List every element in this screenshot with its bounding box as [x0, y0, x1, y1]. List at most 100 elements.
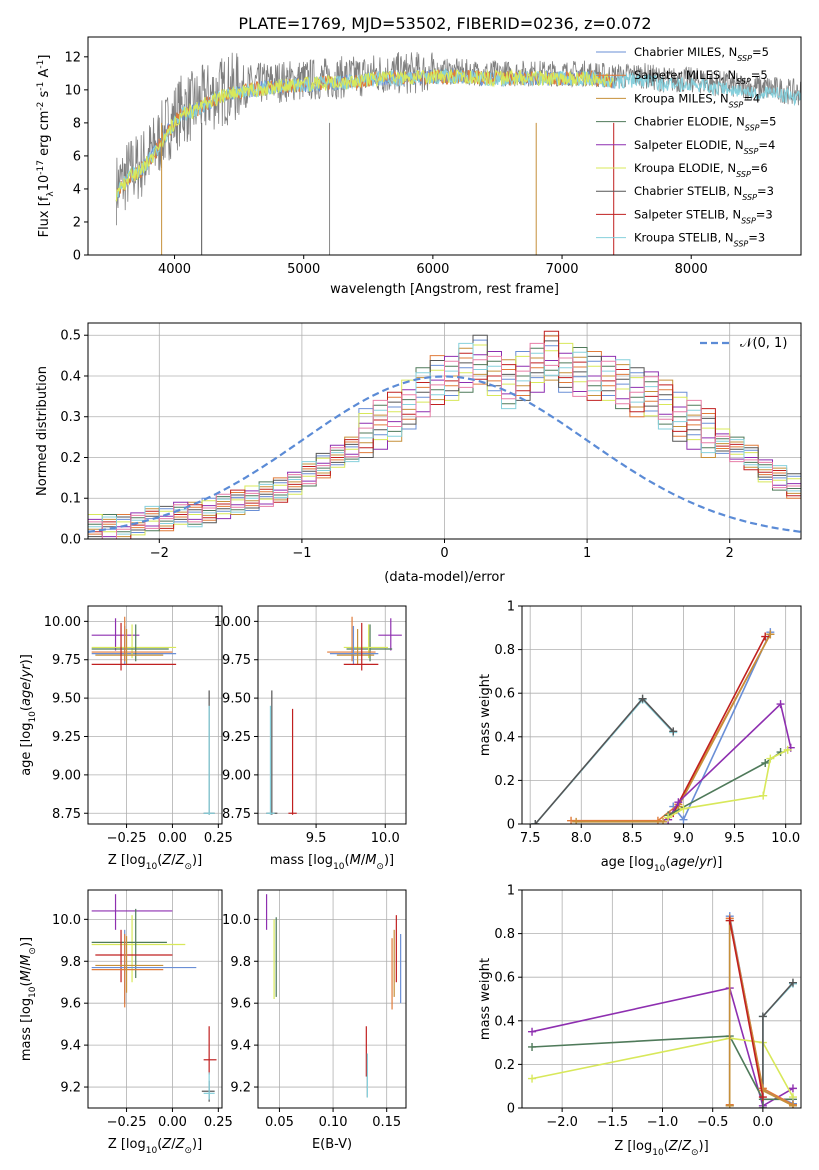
- y-tick-label: 0.2: [494, 774, 515, 789]
- y-axis-label: Normed distribution: [35, 366, 50, 496]
- x-tick-label: 6000: [416, 262, 449, 277]
- x-axis-label: wavelength [Angstrom, rest frame]: [330, 282, 559, 297]
- x-tick-label: 10.0: [771, 831, 800, 846]
- weight-marker: [725, 916, 734, 925]
- y-tick-label: 9.4: [230, 1039, 251, 1054]
- x-tick-label: 4000: [158, 262, 191, 277]
- model-spectrum: [115, 68, 614, 202]
- y-tick-label: 0.5: [60, 329, 81, 344]
- y-tick-label: 10.00: [214, 615, 251, 630]
- x-tick-label: 8000: [675, 262, 708, 277]
- weight-marker: [572, 817, 581, 824]
- axes-frame: [87, 36, 802, 256]
- x-tick-label: 8.0: [571, 831, 592, 846]
- y-tick-label: 12: [64, 50, 81, 65]
- legend-entry: Salpeter MILES, NSSP=5: [634, 68, 768, 86]
- legend-entry: Salpeter ELODIE, NSSP=4: [634, 138, 775, 156]
- x-tick-label: 0.05: [265, 1115, 294, 1130]
- weight-marker: [788, 1084, 797, 1093]
- y-axis-label: mass weight: [478, 674, 493, 756]
- residual-histogram: [88, 339, 801, 539]
- weight-marker: [659, 817, 668, 824]
- legend-entry: Kroupa ELODIE, NSSP=6: [634, 161, 768, 179]
- axes-frame: [257, 605, 407, 825]
- weight-line: [667, 702, 792, 821]
- residual-histogram: [88, 347, 801, 538]
- axes-frame: [257, 889, 407, 1109]
- weight-marker: [679, 815, 688, 824]
- y-tick-label: 0.8: [494, 927, 515, 942]
- weight-marker: [776, 700, 785, 709]
- y-tick-label: 9.25: [52, 730, 81, 745]
- x-tick-label: 0.25: [204, 831, 233, 846]
- weight-marker: [653, 816, 662, 824]
- weight-marker: [766, 630, 775, 639]
- y-tick-label: 0.3: [60, 410, 81, 425]
- x-tick-label: 5000: [287, 262, 320, 277]
- y-tick-label: 8: [73, 116, 81, 131]
- residuals-plot-area: [88, 330, 801, 539]
- residuals-panel: −2 −1 0 1 2 0.0 0.1 0.2 0.3 0.4 0.5 (data-model)/er…: [35, 322, 802, 585]
- y-tick-label: 9.50: [222, 692, 251, 707]
- weight-marker: [788, 978, 797, 987]
- y-axis-label: age [log10(age/yr)]: [19, 654, 38, 776]
- y-tick-label: 10.0: [222, 913, 251, 928]
- weight-marker: [669, 727, 678, 736]
- legend-entry: Salpeter STELIB, NSSP=3: [634, 207, 773, 225]
- x-tick-label: 0.15: [372, 1115, 401, 1130]
- x-tick-label: 0.25: [204, 1115, 233, 1130]
- residual-histogram: [88, 342, 801, 535]
- weight-marker: [528, 1042, 537, 1051]
- y-tick-label: 9.75: [222, 653, 251, 668]
- weight-marker: [761, 632, 770, 641]
- y-tick-label: 9.00: [222, 768, 251, 783]
- y-tick-label: 0.1: [60, 492, 81, 507]
- x-tick-label: 9.5: [306, 831, 327, 846]
- y-tick-label: 1: [507, 600, 515, 615]
- legend-entry: Chabrier STELIB, NSSP=3: [634, 184, 774, 202]
- x-tick-label: −1.5: [597, 1115, 629, 1130]
- weight-marker: [638, 694, 647, 703]
- x-tick-label: 8.5: [622, 831, 643, 846]
- weight-line: [672, 636, 766, 814]
- weight-marker: [758, 1104, 767, 1108]
- x-axis-label: Z [log10(Z/Z⊙)]: [614, 1139, 708, 1158]
- legend-entry: Chabrier MILES, NSSP=5: [634, 45, 769, 63]
- residual-histogram: [88, 342, 801, 539]
- legend-entry: 𝒩(0, 1): [740, 336, 787, 351]
- weight-marker: [531, 820, 540, 824]
- x-axis-label: Z [log10(Z/Z⊙)]: [108, 1137, 202, 1156]
- y-tick-label: 9.2: [60, 1081, 81, 1096]
- residual-histogram: [88, 330, 801, 539]
- x-tick-label: −0.5: [697, 1115, 729, 1130]
- y-tick-label: 8.75: [52, 807, 81, 822]
- y-tick-label: 9.50: [52, 692, 81, 707]
- y-tick-label: 9.00: [52, 768, 81, 783]
- y-tick-label: 9.8: [230, 955, 251, 970]
- y-axis-label: mass weight: [478, 958, 493, 1040]
- x-tick-label: −2: [150, 546, 169, 561]
- age-z-panel: −0.25 0.00 0.25 8.75 9.00 9.25 9.50 9.75 10.00 Z …: [19, 605, 233, 872]
- spectrum-legend: Chabrier MILES, NSSP=5 Salpeter MILES, NS…: [596, 45, 776, 248]
- y-tick-label: 10.00: [44, 615, 81, 630]
- mass-z-panel: −0.25 0.00 0.25 9.2 9.4 9.6 9.8 10.0 Z [log10(Z/…: [19, 889, 233, 1156]
- spectrum-panel: 4000 5000 6000 7000 8000 0 2 4 6 8 10 12 wavelength …: [36, 36, 802, 297]
- residual-histogram: [88, 334, 801, 538]
- y-tick-label: 0: [507, 1102, 515, 1117]
- mass-z-plot-area: [91, 894, 217, 1102]
- y-tick-label: 10.0: [52, 913, 81, 928]
- age-z-plot-area: [91, 616, 215, 815]
- residual-histogram: [88, 347, 801, 533]
- x-tick-label: −2.0: [546, 1115, 578, 1130]
- x-tick-label: −1.0: [647, 1115, 679, 1130]
- x-tick-label: 9.5: [724, 831, 745, 846]
- x-tick-label: 10.0: [371, 831, 400, 846]
- residual-histogram: [88, 342, 801, 536]
- weight-marker: [567, 816, 576, 824]
- x-tick-label: 9.0: [673, 831, 694, 846]
- x-tick-label: 7.5: [520, 831, 541, 846]
- y-tick-label: 9.6: [230, 997, 251, 1012]
- weight-marker: [783, 745, 792, 754]
- x-tick-label: −1: [292, 546, 311, 561]
- weight-marker: [664, 813, 673, 822]
